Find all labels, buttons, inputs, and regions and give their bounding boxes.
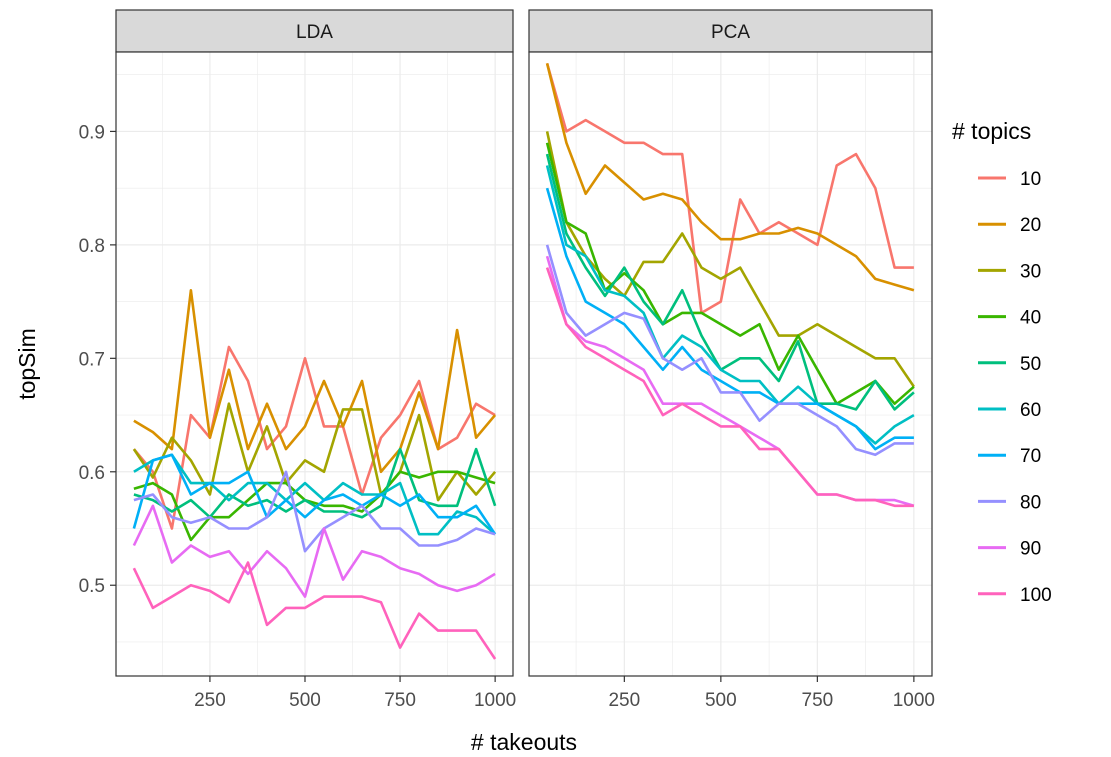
y-tick-label: 0.8 [79,236,105,257]
legend-label-70: 70 [1020,446,1041,467]
y-axis: 0.5 0.6 0.7 0.8 0.9 [79,122,116,597]
legend-label-40: 40 [1020,308,1041,329]
series-line-pca-40 [545,142,915,406]
x-tick-label: 750 [802,690,834,711]
panel-lda [116,52,513,676]
x-tick-label: 1000 [474,690,516,711]
legend-label-30: 30 [1020,261,1041,282]
y-tick-label: 0.9 [79,122,105,143]
x-tick-label: 1000 [893,690,935,711]
x-tick-label: 500 [289,690,321,711]
series-line-pca-100 [545,267,914,508]
series-line-pca-10 [545,62,914,315]
lines-lda [132,288,497,660]
strip-lda [115,9,514,53]
series-line-lda-100 [132,561,497,660]
strip-label-lda: LDA [296,22,333,43]
grid-lda [116,52,513,676]
series-line-lda-40 [133,470,496,542]
lines-pca [545,62,915,508]
legend-title: # topics [952,118,1031,144]
series-line-lda-80 [133,470,496,553]
y-tick-label: 0.6 [79,463,105,484]
series-line-pca-70 [545,187,914,451]
x-tick-label: 250 [194,690,226,711]
x-tick-label: 750 [384,690,416,711]
legend-label-20: 20 [1020,215,1041,236]
facet-lda: LDA [115,9,514,677]
y-axis-title: topSim [14,328,40,400]
grid-pca [529,52,932,676]
x-tick-label: 500 [705,690,737,711]
legend-label-50: 50 [1020,354,1041,375]
series-line-pca-30 [545,131,915,388]
legend-label-80: 80 [1020,492,1041,513]
legend-label-100: 100 [1020,585,1052,606]
y-tick-label: 0.5 [79,576,105,597]
series-line-pca-80 [545,244,914,457]
legend-label-90: 90 [1020,539,1041,560]
series-line-lda-20 [133,288,497,474]
strip-label-pca: PCA [711,22,750,43]
legend-label-60: 60 [1020,400,1041,421]
series-line-lda-70 [132,453,497,535]
legend-items: 10 20 30 40 50 60 70 80 90 100 [978,169,1052,606]
series-line-lda-30 [132,402,497,502]
series-line-lda-50 [133,447,497,519]
series-line-lda-90 [132,504,496,598]
x-axis-title: # takeouts [471,729,577,755]
legend-label-10: 10 [1020,169,1041,190]
series-line-lda-60 [133,453,496,536]
facet-pca: PCA [528,9,933,677]
x-tick-label: 250 [608,690,640,711]
legend: # topics 10 20 30 40 50 60 70 80 90 100 [952,118,1052,606]
panel-border-pca [528,51,933,677]
series-line-pca-20 [545,62,915,292]
y-tick-label: 0.7 [79,349,105,370]
panel-border-lda [115,51,514,677]
x-axis: 250 500 750 1000 250 500 750 1000 [194,676,935,711]
